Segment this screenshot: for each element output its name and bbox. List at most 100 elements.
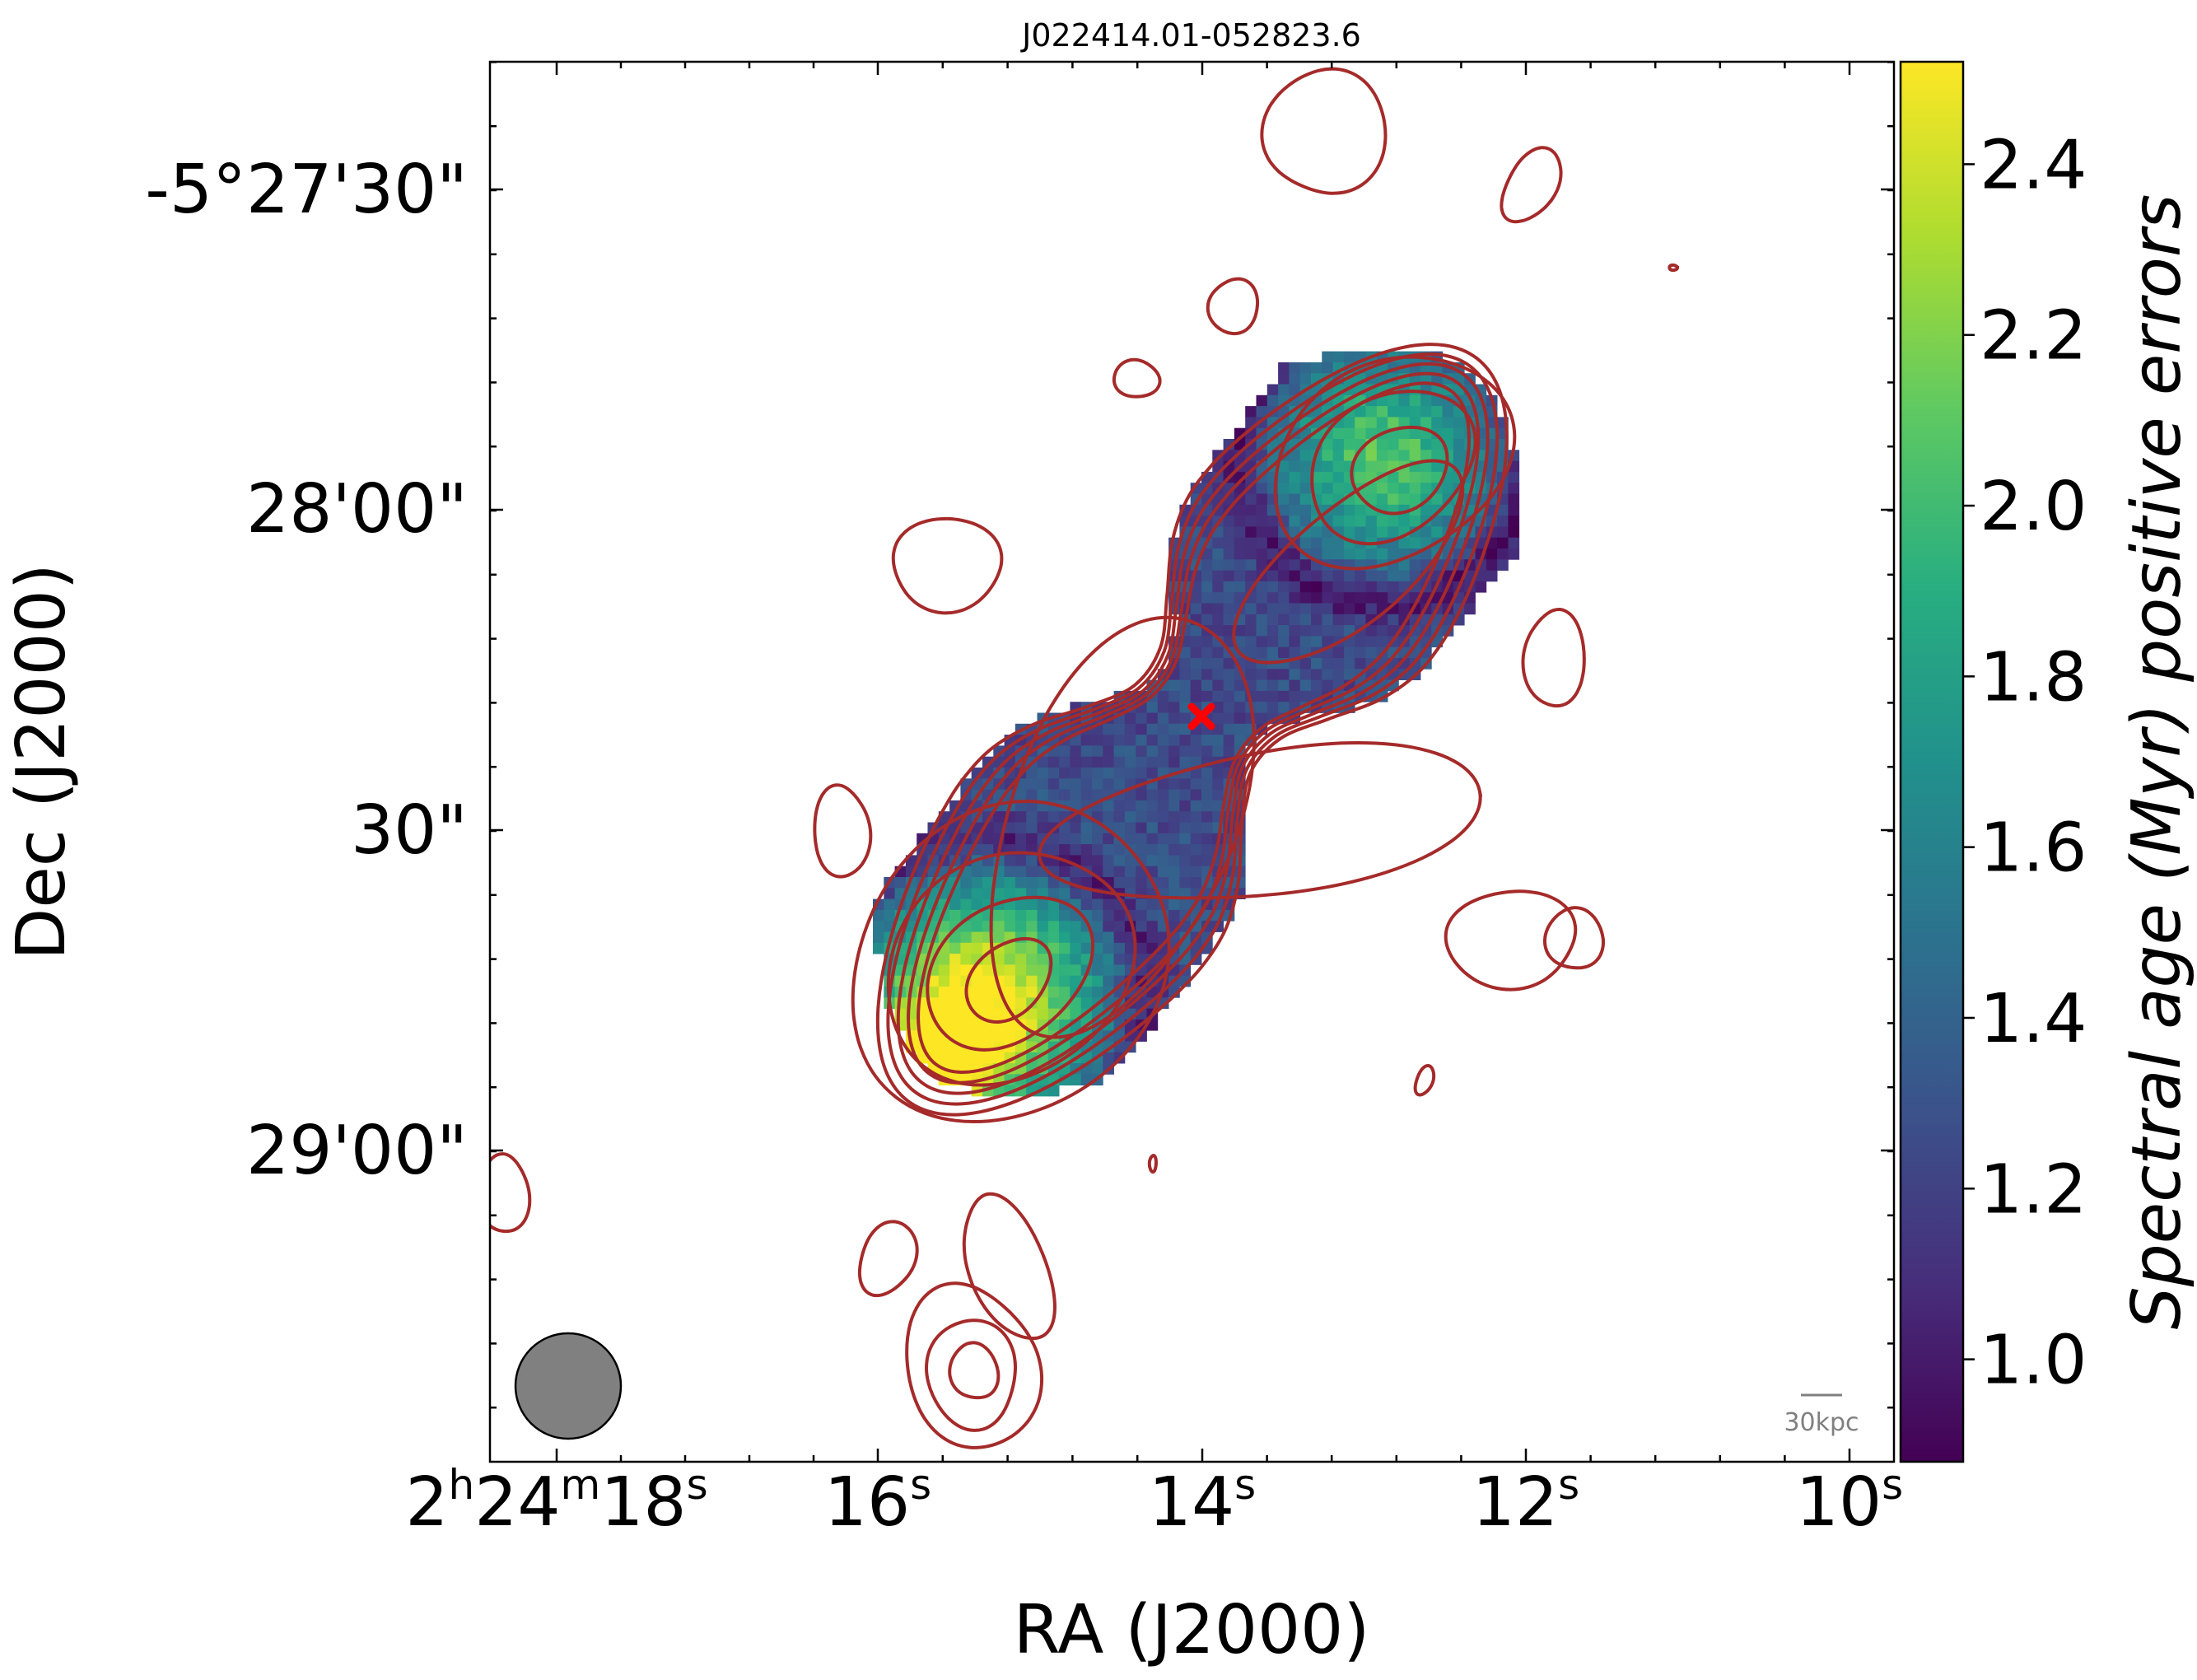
heatmap-pixel <box>1070 789 1082 801</box>
heatmap-pixel <box>1092 833 1103 845</box>
heatmap-pixel <box>1355 614 1366 626</box>
heatmap-pixel <box>1289 471 1301 483</box>
heatmap-pixel <box>1136 789 1147 801</box>
heatmap-pixel <box>1343 548 1355 560</box>
heatmap-pixel <box>1311 679 1322 692</box>
heatmap-pixel <box>1059 833 1071 845</box>
heatmap-pixel <box>1486 559 1498 571</box>
heatmap-pixel <box>1376 636 1388 648</box>
heatmap-pixel <box>1080 735 1093 746</box>
heatmap-pixel <box>938 1052 950 1064</box>
heatmap-pixel <box>1365 460 1378 473</box>
heatmap-pixel <box>1223 526 1235 539</box>
heatmap-pixel <box>1212 669 1224 680</box>
noise-contour <box>891 516 1004 615</box>
heatmap-pixel <box>1299 636 1312 648</box>
heatmap-pixel <box>1376 570 1388 582</box>
heatmap-pixel <box>1179 702 1192 713</box>
heatmap-pixel <box>1278 471 1290 483</box>
heatmap-pixel <box>1201 614 1213 626</box>
colorbar-tick-label: 1.2 <box>1980 1150 2087 1229</box>
heatmap-pixel <box>1311 581 1322 593</box>
heatmap-pixel <box>1322 570 1333 582</box>
heatmap-pixel <box>1047 789 1060 801</box>
heatmap-pixel <box>1343 669 1355 680</box>
x-tick-label-10s: 10s <box>1796 1461 1903 1542</box>
heatmap-pixel <box>1212 603 1224 615</box>
heatmap-pixel <box>1289 516 1301 527</box>
heatmap-pixel <box>1234 537 1246 549</box>
heatmap-pixel <box>1311 636 1322 648</box>
heatmap-pixel <box>1168 844 1180 856</box>
heatmap-pixel <box>1234 625 1246 637</box>
heatmap-pixel <box>1409 483 1421 494</box>
heatmap-pixel <box>1245 669 1257 680</box>
heatmap-pixel <box>1388 570 1399 582</box>
heatmap-pixel <box>1409 394 1421 407</box>
heatmap-pixel <box>1015 987 1027 998</box>
colorbar-tick-label: 1.4 <box>1980 980 2087 1058</box>
heatmap-pixel <box>1289 669 1301 680</box>
heatmap-pixel <box>1201 603 1213 615</box>
heatmap-pixel <box>1080 789 1093 801</box>
heatmap-pixel <box>1080 833 1093 845</box>
heatmap-pixel <box>1092 745 1103 758</box>
heatmap-pixel <box>1092 855 1103 867</box>
heatmap-pixel <box>1080 855 1093 867</box>
heatmap-pixel <box>982 756 994 768</box>
heatmap-pixel <box>1070 778 1082 790</box>
heatmap-pixel <box>1047 768 1060 779</box>
heatmap-pixel <box>1168 811 1180 823</box>
heatmap-pixel <box>927 975 940 987</box>
heatmap-pixel <box>1179 658 1192 670</box>
heatmap-pixel <box>1289 362 1301 374</box>
heatmap-pixel <box>960 931 973 944</box>
heatmap-pixel <box>1420 526 1432 539</box>
heatmap-pixel <box>1322 658 1333 670</box>
heatmap-pixel <box>1266 702 1279 713</box>
heatmap-pixel <box>1059 954 1071 965</box>
heatmap-pixel <box>938 997 950 1009</box>
heatmap-pixel <box>1420 417 1432 429</box>
heatmap-pixel <box>1278 669 1290 680</box>
heatmap-pixel <box>1278 690 1290 702</box>
heatmap-pixel <box>1157 855 1169 867</box>
heatmap-pixel <box>1103 1052 1114 1064</box>
heatmap-pixel <box>1322 636 1333 648</box>
heatmap-pixel <box>1212 768 1224 779</box>
heatmap-pixel <box>1146 844 1159 856</box>
heatmap-pixel <box>1212 548 1224 560</box>
heatmap-pixel <box>1343 439 1355 450</box>
heatmap-pixel <box>1047 844 1060 856</box>
heatmap-pixel <box>1508 471 1520 483</box>
heatmap-pixel <box>1015 898 1027 911</box>
heatmap-pixel <box>982 1008 994 1020</box>
heatmap-pixel <box>1256 406 1268 418</box>
heatmap-pixel <box>982 997 994 1009</box>
heatmap-pixel <box>1234 504 1246 516</box>
heatmap-pixel <box>1508 537 1520 549</box>
heatmap-pixel <box>1136 909 1147 922</box>
heatmap-pixel <box>1080 942 1093 954</box>
heatmap-pixel <box>1190 833 1202 845</box>
heatmap-pixel <box>1332 351 1345 363</box>
heatmap-pixel <box>1234 636 1246 648</box>
heatmap-pixel <box>1168 909 1180 922</box>
heatmap-pixel <box>1409 559 1421 571</box>
colorbar-tick-label: 2.2 <box>1980 297 2087 376</box>
heatmap-pixel <box>1015 822 1027 834</box>
heatmap-pixel <box>1179 855 1192 867</box>
heatmap-pixel <box>1103 931 1114 944</box>
heatmap-pixel <box>1124 735 1136 746</box>
heatmap-pixel <box>1223 592 1235 604</box>
heatmap-pixel <box>1365 493 1378 506</box>
heatmap-pixel <box>960 1052 973 1064</box>
heatmap-pixel <box>1332 625 1345 637</box>
heatmap-pixel <box>1299 570 1312 582</box>
source-contour <box>907 371 1481 1085</box>
heatmap-pixel <box>1289 581 1301 593</box>
noise-contour <box>1444 889 1578 992</box>
heatmap-pixel <box>1047 888 1060 899</box>
heatmap-pixel <box>1146 768 1159 779</box>
heatmap-pixel <box>1420 460 1432 473</box>
